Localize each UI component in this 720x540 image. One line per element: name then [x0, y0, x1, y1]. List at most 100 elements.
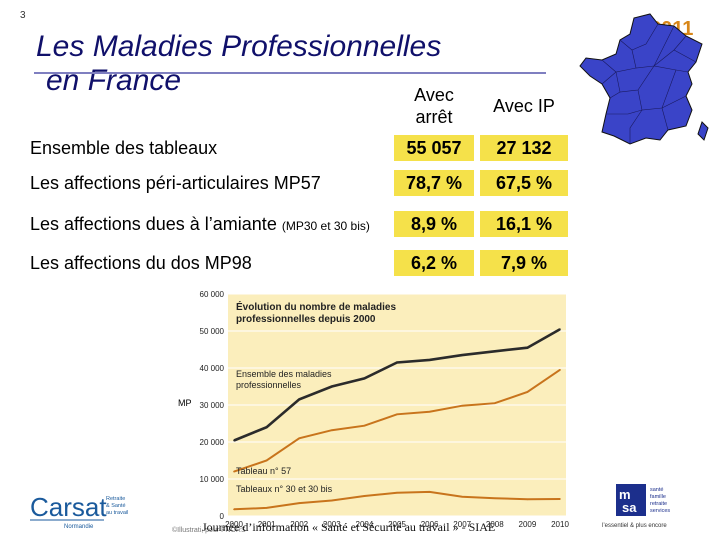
legend-series-3: Tableaux n° 30 et 30 bis: [236, 484, 333, 494]
data-point: [233, 470, 235, 473]
svg-text:Carsat: Carsat: [30, 492, 107, 522]
data-point: [559, 328, 561, 330]
column-header-avec-arret-line1: Avec: [414, 85, 454, 105]
cell-avec-arret: 6,2 %: [394, 250, 474, 276]
data-point: [331, 499, 333, 502]
title-line-2: en France: [46, 64, 182, 97]
carsat-logo: Carsat Retraite & Santé au travail Norma…: [30, 492, 128, 530]
x-tick-label: 2006: [421, 520, 439, 529]
cell-avec-ip: 16,1 %: [480, 211, 568, 237]
data-point: [494, 497, 496, 500]
legend-series-2: Tableau n° 57: [236, 466, 291, 476]
svg-text:Retraite: Retraite: [106, 496, 125, 502]
legend-series-1-line-2: professionnelles: [236, 380, 302, 390]
cell-avec-ip: 67,5 %: [480, 170, 568, 196]
legend-series-1-line-1: Ensemble des maladies: [236, 369, 332, 379]
data-point: [298, 502, 300, 504]
x-tick-label: 2005: [388, 520, 406, 529]
row-label: Les affections du dos MP98: [30, 253, 252, 273]
data-point: [428, 491, 431, 493]
svg-text:services: services: [650, 508, 670, 514]
x-tick-label: 2004: [356, 520, 374, 529]
y-tick-label: 30 000: [200, 401, 225, 410]
row-label: Ensemble des tableaux: [30, 138, 218, 158]
data-point: [461, 495, 464, 498]
data-point: [494, 350, 496, 353]
svg-text:Normandie: Normandie: [64, 524, 94, 530]
svg-text:famille: famille: [650, 494, 666, 500]
data-point: [396, 413, 398, 416]
x-tick-label: 2008: [486, 520, 504, 529]
cell-avec-arret: 55 057: [394, 135, 474, 161]
x-tick-label: 2009: [519, 520, 537, 529]
x-ticks: 2000 2001 2002 2003 2004 2005 2006 2007 2008 2009…: [225, 520, 569, 529]
x-tick-label: 2010: [551, 520, 569, 529]
cell-avec-arret: 78,7 %: [394, 170, 474, 196]
svg-text:sa: sa: [622, 500, 637, 515]
chart-source: ©Illustrati, pour FNORS: [172, 526, 246, 534]
data-point: [559, 498, 561, 500]
data-point: [526, 498, 529, 501]
x-tick-label: 2000: [225, 520, 243, 529]
svg-text:retraite: retraite: [650, 501, 667, 507]
data-point: [298, 398, 300, 401]
data-point: [363, 377, 366, 380]
msa-logo: m sa santé famille retraite services l’e…: [602, 484, 670, 529]
table-row: Ensemble des tableaux 55 057 27 132: [30, 132, 580, 166]
data-point: [461, 354, 464, 356]
x-tick-label: 2002: [290, 520, 308, 529]
data-point: [494, 402, 496, 404]
column-header-avec-ip: Avec IP: [493, 96, 555, 116]
cell-avec-ip: 7,9 %: [480, 250, 568, 276]
column-header-avec-arret: Avec arrêt: [394, 84, 474, 128]
data-point: [265, 507, 268, 509]
data-point: [428, 410, 431, 413]
row-note: (MP30 et 30 bis): [281, 219, 370, 233]
chart-title-line-2: professionnelles depuis 2000: [236, 314, 376, 325]
data-point: [233, 508, 235, 511]
series-lines: [233, 328, 561, 511]
y-tick-label: 50 000: [200, 327, 225, 336]
cell-avec-ip: 27 132: [480, 135, 568, 161]
data-point: [461, 404, 464, 407]
svg-text:santé: santé: [650, 487, 663, 493]
data-point: [363, 495, 366, 497]
column-header-avec-arret-line2: arrêt: [415, 107, 453, 127]
svg-text:& Santé: & Santé: [106, 503, 126, 509]
data-point: [559, 369, 561, 371]
data-point: [298, 437, 300, 440]
row-label: Les affections péri-articulaires MP57: [30, 173, 321, 193]
data-point: [233, 439, 235, 442]
evolution-chart: 0 10 000 20 000 30 000 40 000 50 000 60 000 20…: [172, 290, 569, 534]
data-point: [363, 424, 366, 427]
svg-text:l’essentiel & plus encore: l’essentiel & plus encore: [602, 523, 667, 529]
slide-number: 3: [20, 10, 26, 21]
table-row: Les affections dues à l’amiante (MP30 et…: [30, 208, 580, 242]
data-point: [331, 429, 333, 431]
svg-text:au travail: au travail: [106, 510, 128, 516]
table-row: Les affections péri-articulaires MP57 78…: [30, 167, 580, 201]
data-point: [428, 359, 431, 361]
france-map-icon: [579, 13, 709, 145]
data-point: [331, 385, 333, 388]
table-row: Les affections du dos MP98 6,2 % 7,9 %: [30, 247, 580, 281]
x-tick-label: 2007: [453, 520, 471, 529]
row-label: Les affections dues à l’amiante (MP30 et…: [30, 214, 370, 234]
cell-avec-arret: 8,9 %: [394, 211, 474, 237]
y-axis-label: MP: [178, 398, 192, 408]
x-tick-label: 2003: [323, 520, 341, 529]
data-point: [526, 346, 529, 349]
data-point: [265, 426, 268, 428]
y-tick-label: 40 000: [200, 364, 225, 373]
y-ticks: 0 10 000 20 000 30 000 40 000 50 000 60 000: [200, 290, 225, 521]
data-point: [265, 459, 268, 462]
data-point: [396, 491, 398, 494]
y-tick-label: 10 000: [200, 475, 225, 484]
y-tick-label: 0: [220, 512, 225, 521]
x-tick-label: 2001: [258, 520, 276, 529]
slide-title: Les Maladies Professionnelles en France: [36, 30, 441, 98]
title-line-1: Les Maladies Professionnelles: [36, 30, 442, 63]
data-point: [526, 391, 529, 393]
chart-title-line-1: Évolution du nombre de maladies: [236, 300, 396, 313]
y-tick-label: 60 000: [200, 290, 225, 299]
